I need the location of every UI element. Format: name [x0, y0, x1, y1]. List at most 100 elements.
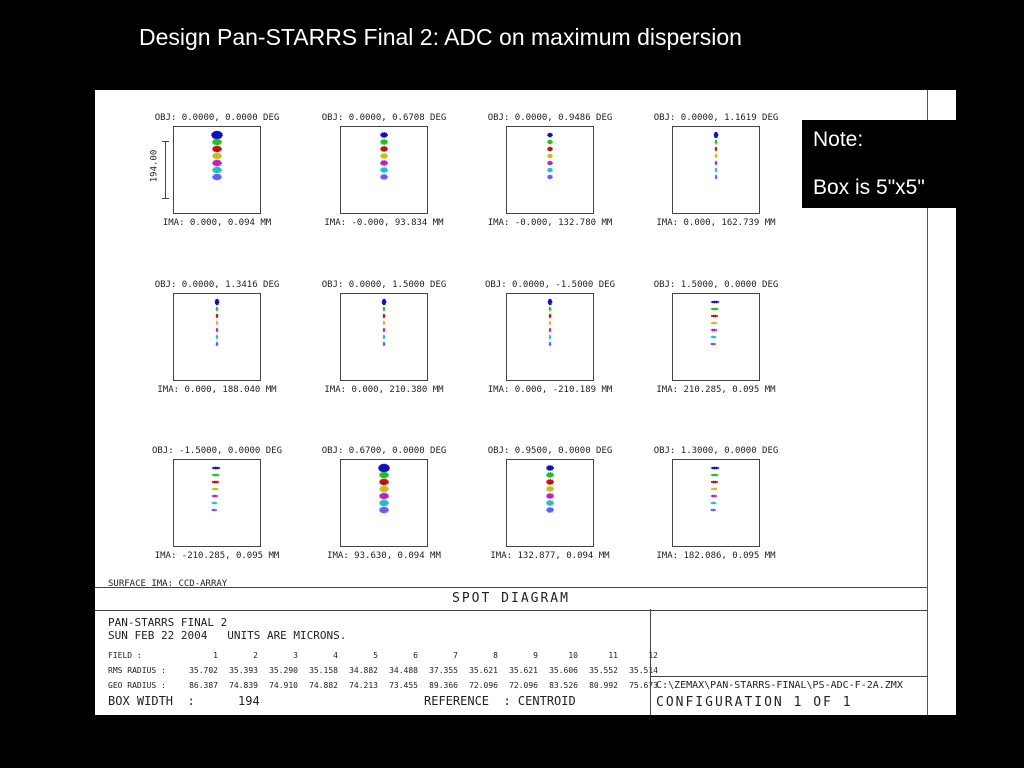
spot-cell: OBJ: 0.9500, 0.0000 DEG IMA: 132.877, 0.0… — [475, 446, 625, 586]
spot-mark — [713, 131, 719, 139]
spot-mark — [380, 153, 388, 159]
spot-mark — [548, 320, 552, 326]
note-title: Note: — [813, 128, 864, 151]
spot-cell: OBJ: 0.0000, -1.5000 DEG IMA: 0.000, -210… — [475, 280, 625, 420]
diagram-title: SPOT DIAGRAM — [452, 591, 570, 606]
spot-mark — [212, 145, 222, 153]
spot-box: 194.00 — [149, 126, 261, 214]
ima-label: IMA: 210.285, 0.095 MM — [656, 385, 776, 395]
spot-mark — [548, 334, 552, 340]
spot-mark — [546, 507, 554, 513]
configuration-label: CONFIGURATION 1 OF 1 — [656, 695, 853, 710]
ima-label: IMA: 182.086, 0.095 MM — [656, 551, 776, 561]
spot-mark — [380, 139, 388, 145]
spot-cell: OBJ: 0.6700, 0.0000 DEG IMA: 93.630, 0.09… — [309, 446, 459, 586]
spot-mark — [714, 139, 718, 145]
spot-mark — [710, 314, 719, 318]
spot-mark — [211, 487, 219, 491]
spot-plot — [713, 131, 719, 180]
spot-plot — [546, 465, 554, 513]
spot-plot — [211, 130, 223, 181]
diagram-title-bar: SPOT DIAGRAM — [95, 587, 927, 611]
ima-label: IMA: 0.000, 162.739 MM — [656, 218, 776, 228]
spot-mark — [211, 508, 218, 512]
rms-row: RMS RADIUS : 35.702 35.393 35.290 35.158 34.… — [108, 663, 658, 678]
spot-mark — [547, 298, 553, 306]
rms-cell: 35.393 — [229, 666, 258, 675]
fields-cell: 4 — [333, 651, 338, 660]
ima-label: IMA: 0.000, -210.189 MM — [487, 385, 613, 395]
geo-cell: 74.910 — [269, 681, 298, 690]
ima-label: IMA: 93.630, 0.094 MM — [327, 551, 441, 561]
spot-mark — [714, 167, 718, 173]
spot-mark — [382, 327, 386, 333]
spot-mark — [546, 479, 554, 485]
rms-header: RMS RADIUS : — [108, 666, 166, 675]
rms-cell: 35.702 — [189, 666, 218, 675]
spot-mark — [710, 494, 718, 498]
file-info-block: C:\ZEMAX\PAN-STARRS-FINAL\PS-ADC-F-2A.ZM… — [650, 609, 928, 715]
ima-label: IMA: -0.000, 132.780 MM — [487, 218, 613, 228]
spot-mark — [710, 307, 719, 311]
spot-plot — [710, 300, 720, 346]
obj-label: OBJ: 0.9500, 0.0000 DEG — [487, 446, 613, 456]
ima-label: IMA: -0.000, 93.834 MM — [324, 218, 444, 228]
separator — [651, 676, 928, 677]
spot-mark — [710, 466, 720, 470]
spot-mark — [546, 493, 554, 499]
spot-plot — [378, 463, 390, 514]
spot-mark — [547, 174, 553, 180]
spot-plot — [211, 466, 221, 512]
spot-mark — [547, 146, 553, 152]
spot-mark — [714, 146, 718, 152]
spot-mark — [215, 334, 219, 340]
rms-cell: 35.621 — [469, 666, 498, 675]
spot-mark — [211, 473, 220, 477]
spot-plot — [710, 466, 720, 512]
date-units: SUN FEB 22 2004 UNITS ARE MICRONS. — [108, 629, 347, 642]
spot-mark — [382, 334, 386, 340]
geo-header: GEO RADIUS : — [108, 681, 166, 690]
spot-mark — [212, 173, 222, 181]
spot-box — [173, 293, 261, 381]
fields-cell: 7 — [453, 651, 458, 660]
ima-label: IMA: 0.000, 188.040 MM — [157, 385, 277, 395]
obj-label: OBJ: 0.0000, 1.5000 DEG — [321, 280, 447, 290]
spot-mark — [215, 341, 219, 347]
spot-mark — [215, 327, 219, 333]
geo-cell: 74.882 — [309, 681, 338, 690]
spot-mark — [547, 139, 553, 145]
rms-cell: 35.552 — [589, 666, 618, 675]
spot-mark — [714, 153, 718, 159]
spot-plot — [547, 132, 553, 180]
geo-cell: 80.992 — [589, 681, 618, 690]
geo-cell: 73.455 — [389, 681, 418, 690]
spot-mark — [382, 341, 386, 347]
geo-cell: 86.387 — [189, 681, 218, 690]
spot-mark — [548, 327, 552, 333]
rms-cell: 35.158 — [309, 666, 338, 675]
spot-cell: OBJ: 0.0000, 0.6708 DEG IMA: -0.000, 93.8… — [309, 113, 459, 253]
field-row: FIELD : 1 2 3 4 5 6 7 8 9 10 11 12 — [108, 648, 658, 663]
obj-label: OBJ: 0.0000, -1.5000 DEG — [484, 280, 616, 290]
spot-mark — [546, 465, 554, 471]
spot-cell: OBJ: -1.5000, 0.0000 DEG IMA: -210.285, 0… — [142, 446, 292, 586]
spot-mark — [714, 174, 718, 180]
obj-label: OBJ: 0.0000, 1.1619 DEG — [653, 113, 779, 123]
obj-label: OBJ: 0.0000, 0.0000 DEG — [154, 113, 280, 123]
spot-plot — [381, 298, 387, 347]
spot-cell: OBJ: 0.0000, 1.3416 DEG IMA: 0.000, 188.0… — [142, 280, 292, 420]
fields-cell: 11 — [608, 651, 618, 660]
ima-label: IMA: -210.285, 0.095 MM — [154, 551, 280, 561]
spot-mark — [710, 508, 717, 512]
slide-title: Design Pan-STARRS Final 2: ADC on maximu… — [139, 24, 742, 50]
spot-box — [672, 126, 760, 214]
geo-cell: 83.526 — [549, 681, 578, 690]
scale-label: 194.00 — [149, 149, 160, 183]
obj-label: OBJ: 0.0000, 0.6708 DEG — [321, 113, 447, 123]
spot-mark — [211, 494, 219, 498]
spot-mark — [548, 306, 552, 312]
spot-mark — [215, 306, 219, 312]
field-table: FIELD : 1 2 3 4 5 6 7 8 9 10 11 12 RMS RADIUS : 35.… — [108, 648, 658, 693]
spot-mark — [380, 146, 388, 152]
